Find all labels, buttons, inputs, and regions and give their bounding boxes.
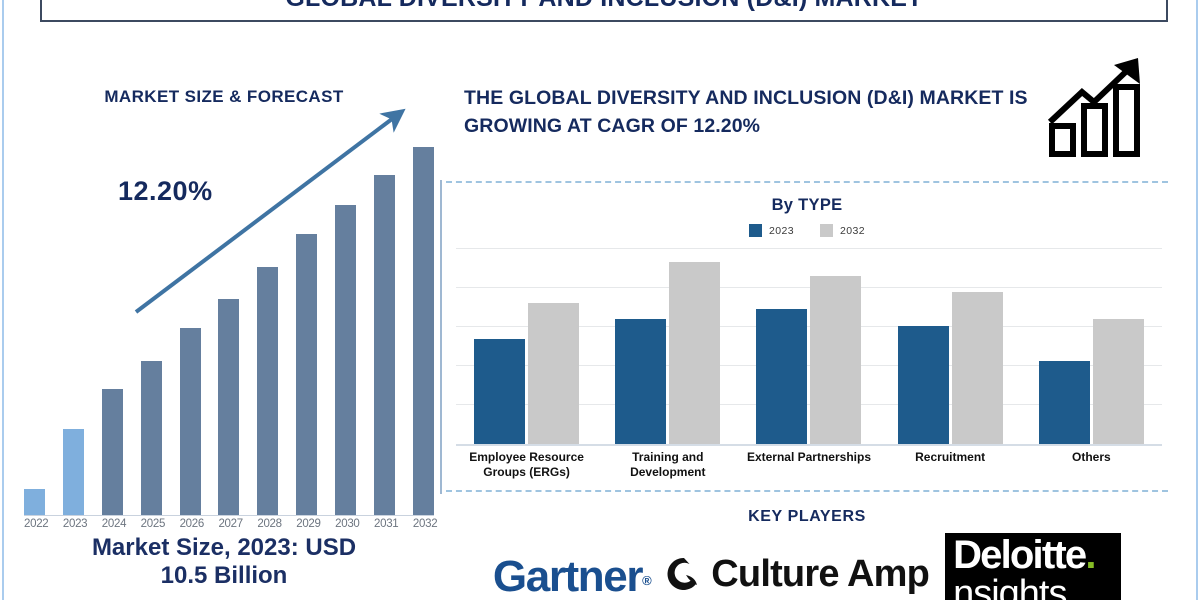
bar-group-2 (750, 276, 868, 444)
bar-group-0 (468, 303, 586, 444)
divider-dashed-bottom (446, 490, 1168, 492)
logo-deloitte-top: Deloitte. (953, 533, 1115, 577)
bar-2023-4 (1038, 361, 1090, 444)
logo-culture-amp: Culture Amp (666, 553, 930, 595)
market-size-caption-line2: 10.5 Billion (160, 562, 288, 590)
gridline (456, 365, 1162, 366)
bar-2032-4 (1092, 319, 1144, 444)
by-type-x-label-2: External Partnerships (746, 450, 871, 464)
left-edge-rule (2, 0, 4, 600)
forecast-bar-2030 (335, 205, 357, 515)
by-type-bar-groups (456, 248, 1162, 444)
culture-amp-circle-icon (667, 557, 698, 590)
legend-swatch-2032 (820, 224, 833, 237)
logo-deloitte-insights: Deloitte. nsights (945, 533, 1122, 600)
growth-trend-arrow-icon (134, 108, 406, 314)
gridline (456, 404, 1162, 405)
bar-2032-3 (951, 292, 1003, 444)
market-size-caption-line1: Market Size, 2023: USD (91, 534, 357, 561)
deloitte-green-dot-icon: . (1085, 533, 1096, 577)
bar-chart-growth-icon (1047, 58, 1140, 157)
forecast-x-label-2023: 2023 (62, 518, 88, 530)
forecast-bar-2024 (101, 389, 123, 515)
bar-group-3 (891, 292, 1009, 444)
forecast-bar-2025 (140, 361, 162, 515)
logo-deloitte-word: Deloitte (953, 533, 1087, 577)
bar-2023-3 (897, 326, 949, 444)
bar-2032-2 (810, 276, 862, 444)
by-type-axis-line (456, 444, 1162, 446)
forecast-bar-2026 (179, 328, 201, 515)
right-edge-rule (1196, 0, 1198, 600)
market-size-forecast-chart (24, 146, 434, 516)
gridline (456, 326, 1162, 327)
legend-label-2023: 2023 (769, 224, 794, 237)
forecast-bar-2027 (218, 299, 240, 515)
bar-2032-1 (669, 262, 721, 444)
legend-label-2032: 2032 (840, 224, 865, 237)
forecast-x-label-2026: 2026 (179, 518, 205, 530)
registered-trademark-icon: ® (642, 573, 652, 588)
forecast-bar-2022 (24, 489, 45, 515)
forecast-bars (24, 147, 434, 516)
forecast-bar-2029 (296, 234, 318, 515)
by-type-x-label-3: Recruitment (915, 450, 986, 464)
forecast-x-label-2022: 2022 (24, 518, 49, 530)
legend-entry-2023[interactable]: 2023 (749, 224, 794, 237)
growth-statement: THE GLOBAL DIVERSITY AND INCLUSION (D&I)… (464, 87, 1028, 138)
gridline (456, 248, 1162, 249)
gridline (456, 287, 1162, 288)
by-type-x-label-0: Employee Resource Groups (ERGs) (469, 450, 584, 479)
bar-2023-0 (474, 339, 526, 444)
legend-entry-2032[interactable]: 2032 (820, 224, 865, 237)
right-panel: THE GLOBAL DIVERSITY AND INCLUSION (D&I)… (446, 26, 1194, 600)
logo-gartner-text: Gartner (492, 552, 644, 600)
forecast-bar-2031 (374, 175, 396, 515)
title-box: GLOBAL DIVERSITY AND INCLUSION (D&I) MAR… (40, 0, 1168, 22)
by-type-legend: 2023 2032 (446, 224, 1168, 237)
by-type-x-label-4: Others (1072, 450, 1111, 464)
left-panel: MARKET SIZE & FORECAST 12.20% 2022 2023 20… (8, 26, 440, 600)
panel-divider (440, 180, 442, 494)
forecast-x-label-2025: 2025 (140, 518, 166, 530)
forecast-bar-2023 (62, 429, 84, 515)
forecast-x-label-2030: 2030 (335, 518, 360, 530)
forecast-x-label-2032: 2032 (412, 518, 438, 530)
logo-deloitte-bottom: nsights (953, 572, 1067, 600)
forecast-x-label-2028: 2028 (257, 518, 282, 530)
bar-group-4 (1032, 319, 1150, 444)
forecast-x-label-2031: 2031 (374, 518, 399, 530)
by-type-title: By TYPE (771, 196, 843, 214)
bar-2023-2 (756, 309, 808, 444)
divider-dashed-top (446, 181, 1168, 183)
market-size-forecast-heading: MARKET SIZE & FORECAST (104, 87, 344, 106)
forecast-x-axis-labels: 2022 2023 2024 2025 2026 2027 2028 2029 2030 2031… (24, 518, 438, 530)
bar-2032-0 (528, 303, 580, 444)
legend-swatch-2023 (749, 224, 763, 237)
logo-gartner: Gartner® (492, 552, 652, 600)
bar-group-1 (609, 262, 727, 444)
forecast-bar-2028 (257, 267, 279, 515)
logo-culture-amp-text: Culture Amp (711, 553, 930, 595)
cagr-callout-label: 12.20% (118, 176, 213, 206)
key-players-title: KEY PLAYERS (748, 508, 866, 525)
forecast-x-label-2024: 2024 (101, 518, 127, 530)
forecast-bar-2032 (412, 147, 434, 515)
key-players-logos: Gartner® Culture Amp Deloitte. nsights (446, 531, 1168, 600)
by-type-chart (456, 248, 1162, 444)
forecast-x-label-2027: 2027 (218, 518, 243, 530)
by-type-x-label-1: Training and Development (630, 450, 706, 479)
bar-2023-1 (615, 319, 667, 444)
market-size-caption: Market Size, 2023: USD 10.5 Billion (8, 534, 440, 590)
forecast-x-label-2029: 2029 (296, 518, 321, 530)
by-type-x-axis-labels: Employee Resource Groups (ERGs) Training … (456, 450, 1162, 480)
page-title: GLOBAL DIVERSITY AND INCLUSION (D&I) MAR… (285, 0, 922, 20)
